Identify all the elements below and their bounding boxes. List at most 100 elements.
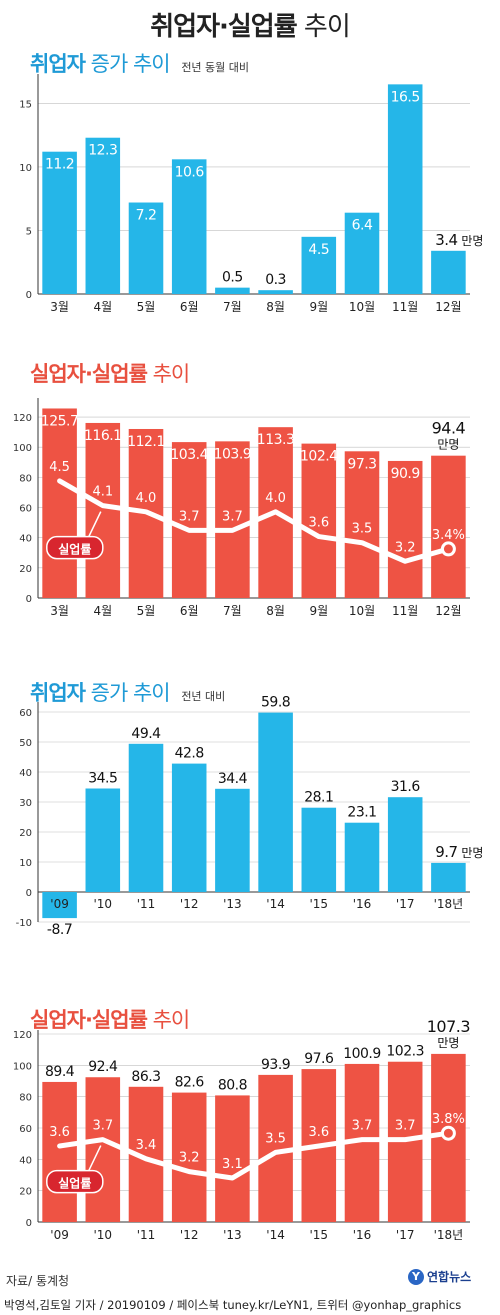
- rate-point-end: [440, 1125, 456, 1141]
- y-tick-label: 0: [26, 594, 32, 605]
- bar-value-label: 97.6: [304, 1051, 334, 1067]
- rate-label: 4.5: [49, 460, 70, 475]
- bar: [258, 712, 293, 892]
- x-tick-label: '17: [396, 897, 415, 911]
- bar-value-label: -8.7: [47, 922, 72, 938]
- bar: [301, 443, 337, 598]
- rate-tag-pointer: [88, 511, 102, 537]
- bar-value-label: 94.4: [432, 419, 466, 438]
- y-tick-label: 100: [13, 443, 32, 454]
- source-note: 자료/ 통계청: [6, 1274, 70, 1288]
- bar: [431, 455, 466, 598]
- yonhap-logo: Y 연합뉴스: [408, 1268, 471, 1285]
- bar-value-label: 10.6: [175, 164, 205, 180]
- bar-value-label: 103.9: [214, 446, 252, 462]
- unit-label: 만명: [437, 1036, 459, 1050]
- bar: [301, 236, 337, 294]
- x-tick-label: 5월: [137, 604, 156, 618]
- x-tick-label: '15: [310, 1228, 329, 1242]
- rate-label: 3.7: [352, 1119, 373, 1134]
- bar: [85, 1077, 121, 1222]
- unit-label: 만명: [461, 846, 483, 860]
- y-tick-label: 20: [19, 1187, 32, 1198]
- x-tick-label: '09: [50, 1228, 69, 1242]
- y-tick-label: 80: [19, 473, 32, 484]
- bar-value-label: 4.5: [308, 242, 329, 258]
- bar: [42, 1081, 77, 1222]
- bar: [344, 822, 380, 892]
- bar: [85, 137, 121, 294]
- y-tick-label: 120: [13, 1030, 32, 1041]
- x-tick-label: 7월: [223, 300, 242, 314]
- rate-label: 3.6: [49, 1125, 70, 1140]
- x-tick-label: '15: [310, 897, 329, 911]
- x-tick-label: '11: [137, 1228, 156, 1242]
- bar-value-label: 82.6: [175, 1075, 205, 1091]
- bar-value-label: 42.8: [175, 746, 204, 762]
- bar-value-label: 116.1: [84, 428, 122, 444]
- bar: [171, 442, 207, 598]
- bar-value-label: 0.3: [265, 272, 286, 288]
- bar: [344, 212, 380, 294]
- bar: [431, 862, 466, 892]
- rate-label: 3.6: [308, 516, 329, 531]
- bar: [128, 202, 164, 294]
- x-tick-label: '10: [94, 897, 113, 911]
- y-tick-label: 30: [19, 798, 32, 809]
- bar: [171, 159, 207, 294]
- x-tick-label: 12월: [435, 300, 461, 314]
- bar: [215, 1095, 250, 1222]
- x-tick-label: 7월: [223, 604, 242, 618]
- rate-line: [57, 478, 451, 564]
- section-title-unemployment-monthly: 실업자·실업률 추이: [30, 362, 190, 386]
- rate-label: 3.4: [136, 1138, 157, 1153]
- bar: [215, 287, 250, 294]
- y-tick-label: 60: [19, 708, 32, 719]
- bar-value-label: 100.9: [343, 1046, 381, 1062]
- y-tick-label: 20: [19, 564, 32, 575]
- bar-value-label: 93.9: [261, 1057, 290, 1073]
- rate-label: 3.1: [222, 1157, 243, 1172]
- y-tick-label: 60: [19, 1124, 32, 1135]
- bar: [42, 151, 77, 294]
- x-tick-label: 6월: [180, 604, 199, 618]
- yonhap-logo-icon: Y: [408, 1268, 424, 1285]
- bar: [171, 763, 207, 892]
- bar-value-label: 125.7: [41, 413, 79, 429]
- rate-label: 3.2: [179, 1151, 200, 1166]
- bar-value-label: 0.5: [222, 270, 243, 286]
- x-tick-label: '09: [50, 897, 69, 911]
- rate-tag-label: 실업률: [58, 1176, 91, 1191]
- x-tick-label: 4월: [93, 604, 112, 618]
- unit-label: 만명: [461, 234, 483, 248]
- bar: [85, 788, 121, 892]
- x-tick-label: 11월: [392, 604, 418, 618]
- rate-label: 3.7: [179, 509, 200, 524]
- bar: [42, 892, 77, 919]
- y-tick-label: 0: [26, 1218, 32, 1229]
- x-tick-label: 11월: [392, 300, 418, 314]
- bar-value-label: 113.3: [257, 432, 295, 448]
- y-tick-label: 10: [19, 858, 32, 869]
- y-tick-label: 5: [26, 226, 32, 237]
- x-tick-label: '18년: [434, 897, 464, 911]
- x-tick-label: '10: [94, 1228, 113, 1242]
- section-title-employment-yearly: 취업자 증가 추이 전년 대비: [30, 681, 226, 705]
- x-tick-label: '17: [396, 1228, 415, 1242]
- bar-value-label: 90.9: [391, 466, 420, 482]
- rate-label: 3.8%: [432, 1112, 465, 1127]
- x-tick-label: 12월: [435, 604, 461, 618]
- y-tick-label: 120: [13, 413, 32, 424]
- x-tick-label: '14: [266, 897, 285, 911]
- bar: [215, 788, 250, 892]
- y-tick-label: -10: [16, 918, 32, 929]
- bar-value-label: 34.4: [218, 771, 248, 787]
- x-tick-label: '18년: [434, 1228, 464, 1242]
- x-tick-label: 5월: [137, 300, 156, 314]
- bar-value-label: 16.5: [391, 89, 420, 105]
- bar: [215, 441, 250, 598]
- x-tick-label: 8월: [266, 300, 285, 314]
- bar: [301, 807, 337, 892]
- section-title-employment-monthly: 취업자 증가 추이 전년 동월 대비: [30, 52, 250, 76]
